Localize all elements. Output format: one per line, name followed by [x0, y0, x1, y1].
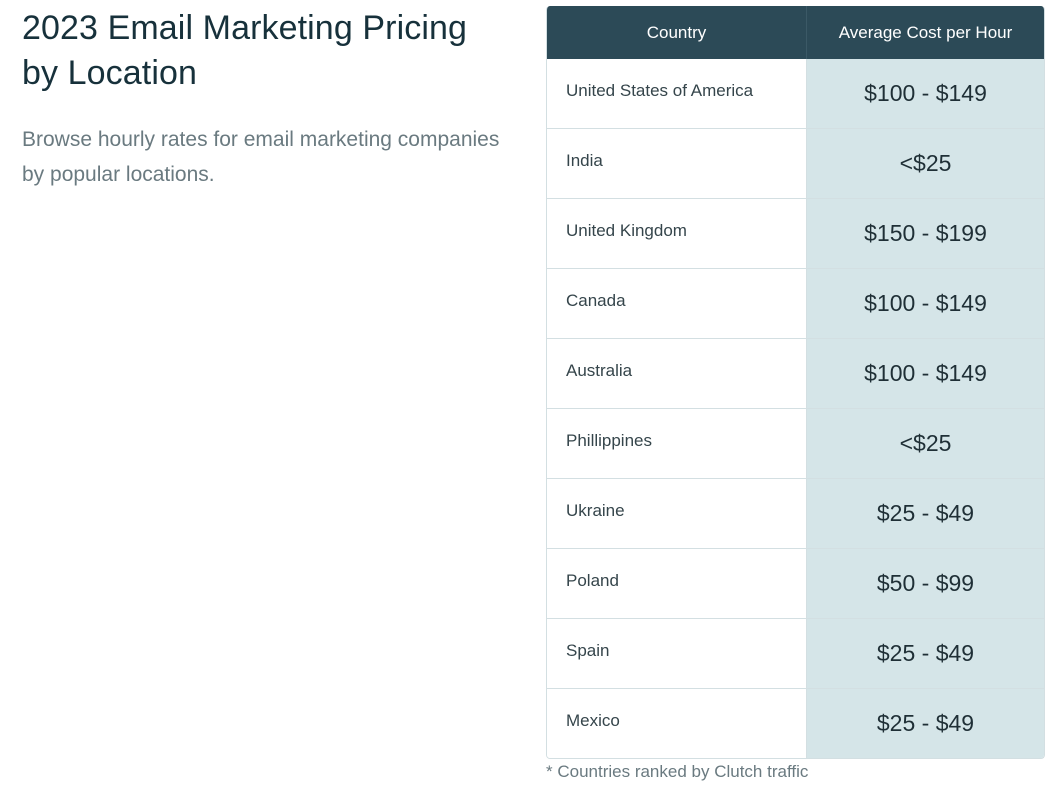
column-header-cost: Average Cost per Hour	[807, 6, 1044, 59]
cost-cell: $100 - $149	[807, 268, 1044, 338]
table-row: Australia $100 - $149	[547, 338, 1044, 408]
table-header-row: Country Average Cost per Hour	[547, 6, 1044, 59]
country-name: United Kingdom	[566, 220, 687, 240]
country-name: Spain	[566, 640, 610, 660]
country-cell: Mexico	[547, 688, 807, 758]
cost-cell: $100 - $149	[807, 59, 1044, 128]
country-cell: United States of America	[547, 59, 807, 128]
country-name: Australia	[566, 360, 633, 380]
table-row: Mexico $25 - $49	[547, 688, 1044, 758]
cost-cell: $25 - $49	[807, 618, 1044, 688]
cost-cell: $25 - $49	[807, 688, 1044, 758]
table-body: United States of America $100 - $149 Ind…	[547, 59, 1044, 758]
table-row: Spain $25 - $49	[547, 618, 1044, 688]
cost-cell: $25 - $49	[807, 478, 1044, 548]
country-cell: Canada	[547, 268, 807, 338]
cost-cell: <$25	[807, 128, 1044, 198]
country-name: Ukraine	[566, 500, 625, 520]
intro-section: 2023 Email Marketing Pricing by Location…	[22, 6, 502, 192]
page-title: 2023 Email Marketing Pricing by Location	[22, 9, 467, 92]
cost-cell: $150 - $199	[807, 198, 1044, 268]
cost-cell: <$25	[807, 408, 1044, 478]
page-description: Browse hourly rates for email marketing …	[22, 128, 500, 186]
column-header-country: Country	[547, 6, 807, 59]
table-row: Canada $100 - $149	[547, 268, 1044, 338]
country-cell: India	[547, 128, 807, 198]
table-row: United Kingdom $150 - $199	[547, 198, 1044, 268]
country-name: India	[566, 150, 603, 170]
cost-cell: $50 - $99	[807, 548, 1044, 618]
pricing-table-container: Country Average Cost per Hour United Sta…	[546, 6, 1045, 782]
table-row: Phillippines <$25	[547, 408, 1044, 478]
country-cell: Australia	[547, 338, 807, 408]
table-row: United States of America $100 - $149	[547, 59, 1044, 128]
country-cell: Spain	[547, 618, 807, 688]
country-cell: Ukraine	[547, 478, 807, 548]
country-name: Mexico	[566, 710, 620, 730]
country-cell: Phillippines	[547, 408, 807, 478]
table-row: Ukraine $25 - $49	[547, 478, 1044, 548]
cost-cell: $100 - $149	[807, 338, 1044, 408]
pricing-table: Country Average Cost per Hour United Sta…	[546, 6, 1045, 759]
country-name: Phillippines	[566, 430, 652, 450]
table-footnote: * Countries ranked by Clutch traffic	[546, 762, 809, 781]
country-cell: United Kingdom	[547, 198, 807, 268]
country-name: Canada	[566, 290, 626, 310]
country-name: United States of America	[566, 80, 754, 100]
country-cell: Poland	[547, 548, 807, 618]
table-row: India <$25	[547, 128, 1044, 198]
table-row: Poland $50 - $99	[547, 548, 1044, 618]
country-name: Poland	[566, 570, 619, 590]
